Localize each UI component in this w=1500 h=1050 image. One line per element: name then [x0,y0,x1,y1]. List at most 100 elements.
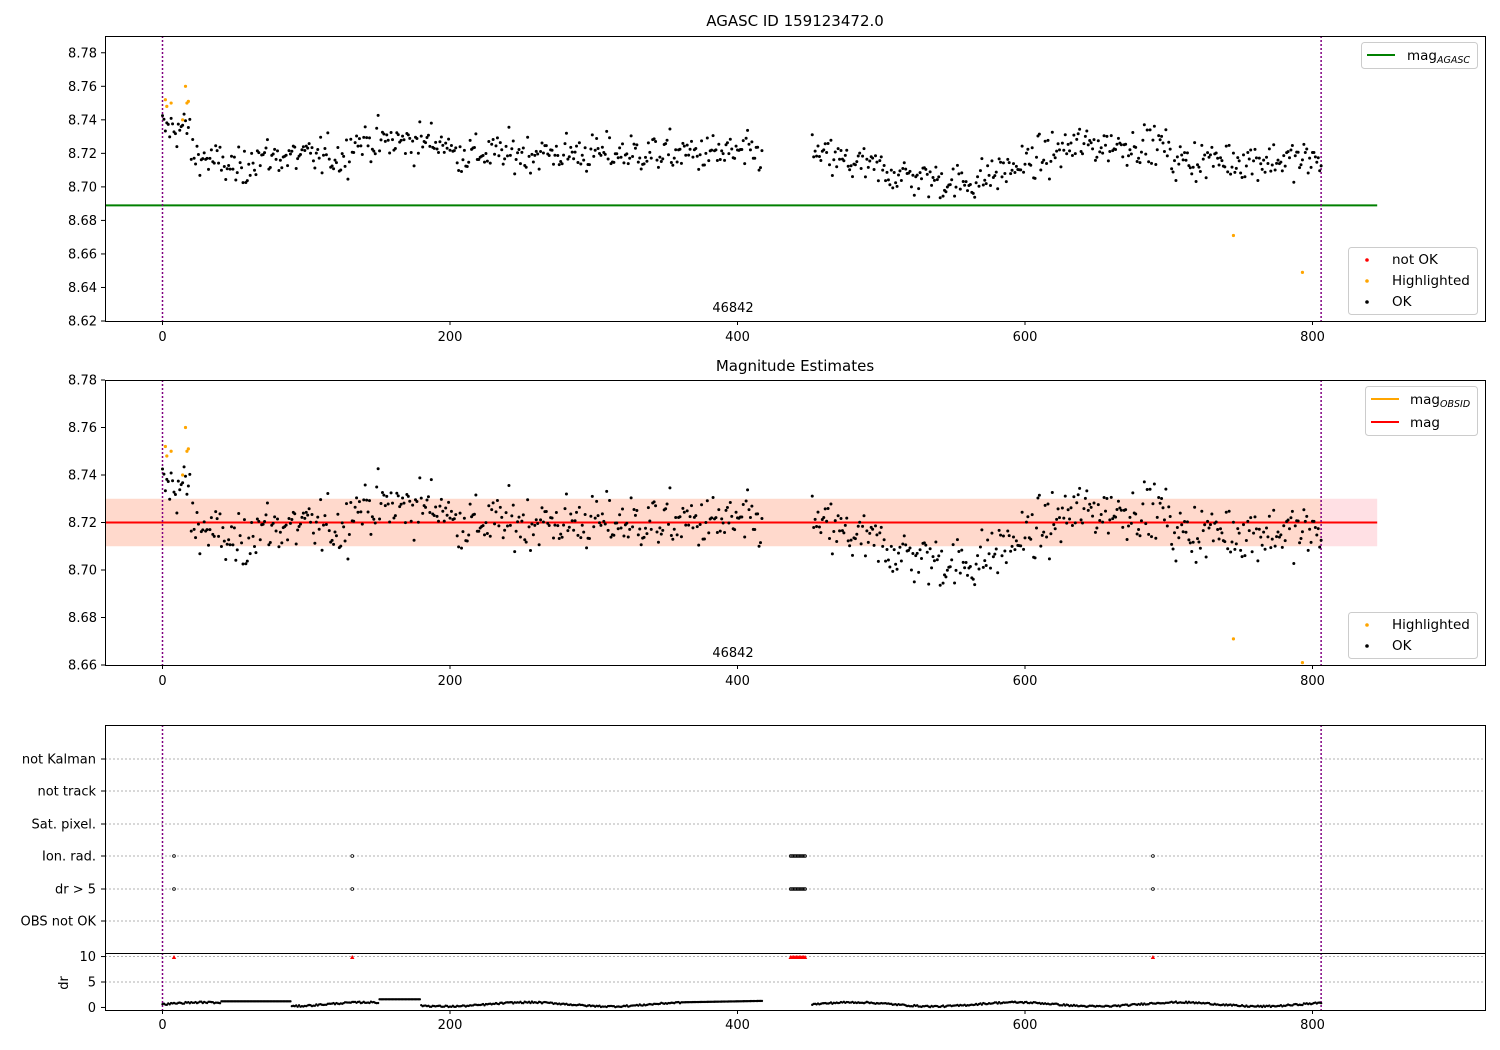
ok-point [1099,512,1103,516]
ok-point [569,145,573,149]
ok-point [941,194,945,198]
ok-point [915,551,919,555]
y-tick-label: 8.70 [68,564,97,579]
x-tick-label: 800 [1300,674,1325,689]
ok-point [191,138,195,142]
ok-point [426,133,430,137]
ok-point [669,161,673,165]
ok-point [1210,145,1214,149]
ok-point [598,521,601,525]
legend-points-estimates: Highlighted OK [1348,612,1478,659]
ok-point [694,514,698,518]
ok-point [201,528,205,532]
ok-point [955,163,959,167]
ok-point [1135,159,1139,163]
ok-point [1170,542,1174,546]
ok-point [1099,146,1103,150]
ok-point [564,492,568,496]
ok-point [711,134,715,138]
ok-point [642,162,646,166]
ok-point [895,567,899,571]
ok-point [1075,137,1079,141]
ok-point [628,527,632,531]
dr-point [182,1002,186,1005]
y-tick-label: 8.76 [68,80,97,95]
ok-point [382,493,386,497]
ok-point [1024,151,1028,155]
ok-point [602,519,606,523]
ok-point [173,132,177,136]
ok-point [380,491,384,495]
ok-point [265,138,269,142]
ok-point [575,144,578,148]
ok-point [1298,541,1302,545]
panel-agasc-title: AGASC ID 159123472.0 [706,12,884,30]
ok-point [945,568,949,572]
ok-point [678,515,682,519]
ok-point [898,545,902,549]
ok-point [310,146,314,150]
ok-point [654,140,658,144]
dr-clipped-marker [1150,955,1156,960]
ok-point [1197,540,1201,544]
ok-point [307,142,311,146]
ok-point [622,161,626,165]
ok-point [580,153,584,157]
ok-point [465,539,469,543]
ok-point [1104,509,1107,513]
ok-point [303,148,307,152]
ok-point [615,521,619,525]
ok-point [339,168,343,172]
ok-point [1144,152,1148,156]
highlighted-point [1300,270,1305,274]
ok-point [894,562,898,566]
panel-flags-frame [105,725,1486,1011]
ok-point [196,153,200,157]
ok-point [904,167,908,171]
ok-point [1193,505,1197,509]
ok-point [300,148,304,152]
ok-point [1313,525,1317,529]
ok-point [878,159,882,163]
ok-point [1303,151,1307,155]
ok-point [684,153,688,157]
ok-point [257,151,261,155]
ok-point [675,160,679,164]
ok-point [649,156,653,160]
ok-point [1312,151,1316,155]
highlighted-point [181,473,185,477]
ok-point [656,540,660,544]
ok-point [1253,147,1257,151]
ok-point [346,177,350,181]
ok-point [1198,170,1202,174]
ok-point [250,151,254,155]
ok-point [1082,507,1086,511]
ok-point [1004,561,1008,565]
ok-point [963,183,967,187]
ok-point [1242,523,1245,527]
ok-point [550,148,554,152]
ok-point [544,509,548,513]
ok-point [944,575,948,579]
ok-point [1206,519,1210,523]
ok-point [1286,150,1290,154]
ok-point [172,490,176,494]
ok-point [1214,520,1218,524]
legend-label-mag-agasc: mag [1407,48,1437,64]
ok-point [717,142,721,146]
dr-clipped-marker [171,955,177,960]
ok-point [1191,165,1195,169]
ok-point [983,178,987,182]
ok-point [424,141,428,145]
ok-point [606,157,610,161]
ok-point [876,559,880,563]
ok-point [1033,556,1037,560]
ok-point [217,161,221,165]
ok-point [248,552,252,556]
ok-point [1142,480,1146,484]
ok-point [562,523,566,527]
ok-point [300,515,304,519]
ok-point [895,184,899,188]
ok-point [1280,169,1284,173]
ok-point [1083,134,1087,138]
